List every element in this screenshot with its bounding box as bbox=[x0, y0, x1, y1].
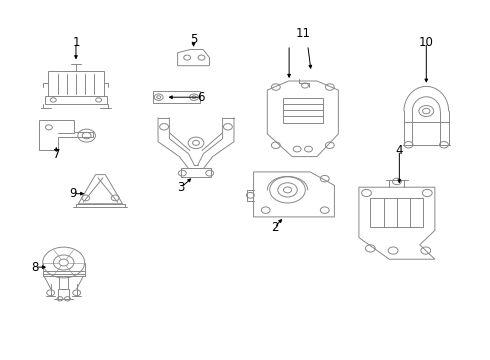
Text: 2: 2 bbox=[270, 221, 278, 234]
Text: 10: 10 bbox=[419, 36, 434, 49]
Text: 5: 5 bbox=[190, 33, 197, 46]
Text: 6: 6 bbox=[197, 91, 205, 104]
Text: 7: 7 bbox=[52, 148, 60, 161]
Text: 8: 8 bbox=[31, 261, 39, 274]
Text: 4: 4 bbox=[395, 144, 403, 157]
Text: 3: 3 bbox=[177, 181, 185, 194]
Text: 11: 11 bbox=[295, 27, 310, 40]
Text: 1: 1 bbox=[72, 36, 80, 49]
Text: 9: 9 bbox=[70, 187, 77, 200]
